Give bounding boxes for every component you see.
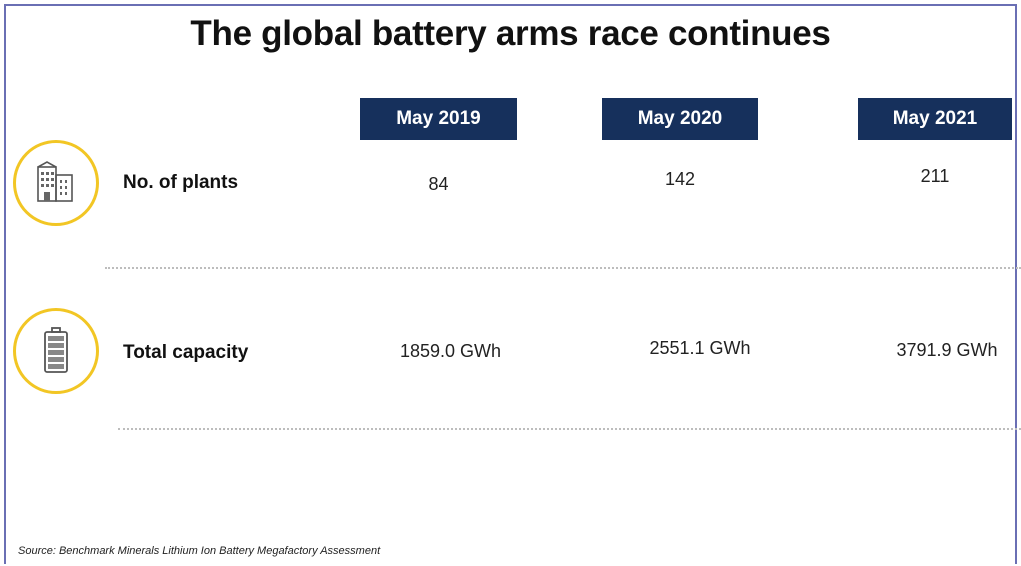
row-divider bbox=[105, 267, 1021, 269]
cell-plants-2021: 211 bbox=[920, 166, 950, 186]
row-label-capacity: Total capacity bbox=[123, 342, 249, 363]
factory-icon bbox=[37, 161, 73, 202]
source-note: Source: Benchmark Minerals Lithium Ion B… bbox=[18, 545, 381, 557]
cell-capacity-2021: 3791.9 GWh bbox=[896, 340, 998, 360]
battery-icon-circle bbox=[13, 308, 99, 394]
cell-capacity-2020: 2551.1 GWh bbox=[649, 338, 751, 358]
cell-plants-2019: 84 bbox=[428, 174, 449, 194]
column-header-may-2021: May 2021 bbox=[858, 98, 1012, 140]
column-header-may-2019: May 2019 bbox=[360, 98, 517, 140]
battery-icon bbox=[44, 327, 68, 373]
factory-icon-circle bbox=[13, 140, 99, 226]
row-divider bbox=[118, 428, 1021, 430]
cell-capacity-2019: 1859.0 GWh bbox=[399, 341, 502, 361]
row-label-plants: No. of plants bbox=[123, 172, 239, 193]
cell-plants-2020: 142 bbox=[664, 169, 696, 189]
slide-frame bbox=[4, 4, 1017, 564]
column-header-may-2020: May 2020 bbox=[602, 98, 758, 140]
chart-title: The global battery arms race continues bbox=[190, 14, 831, 53]
